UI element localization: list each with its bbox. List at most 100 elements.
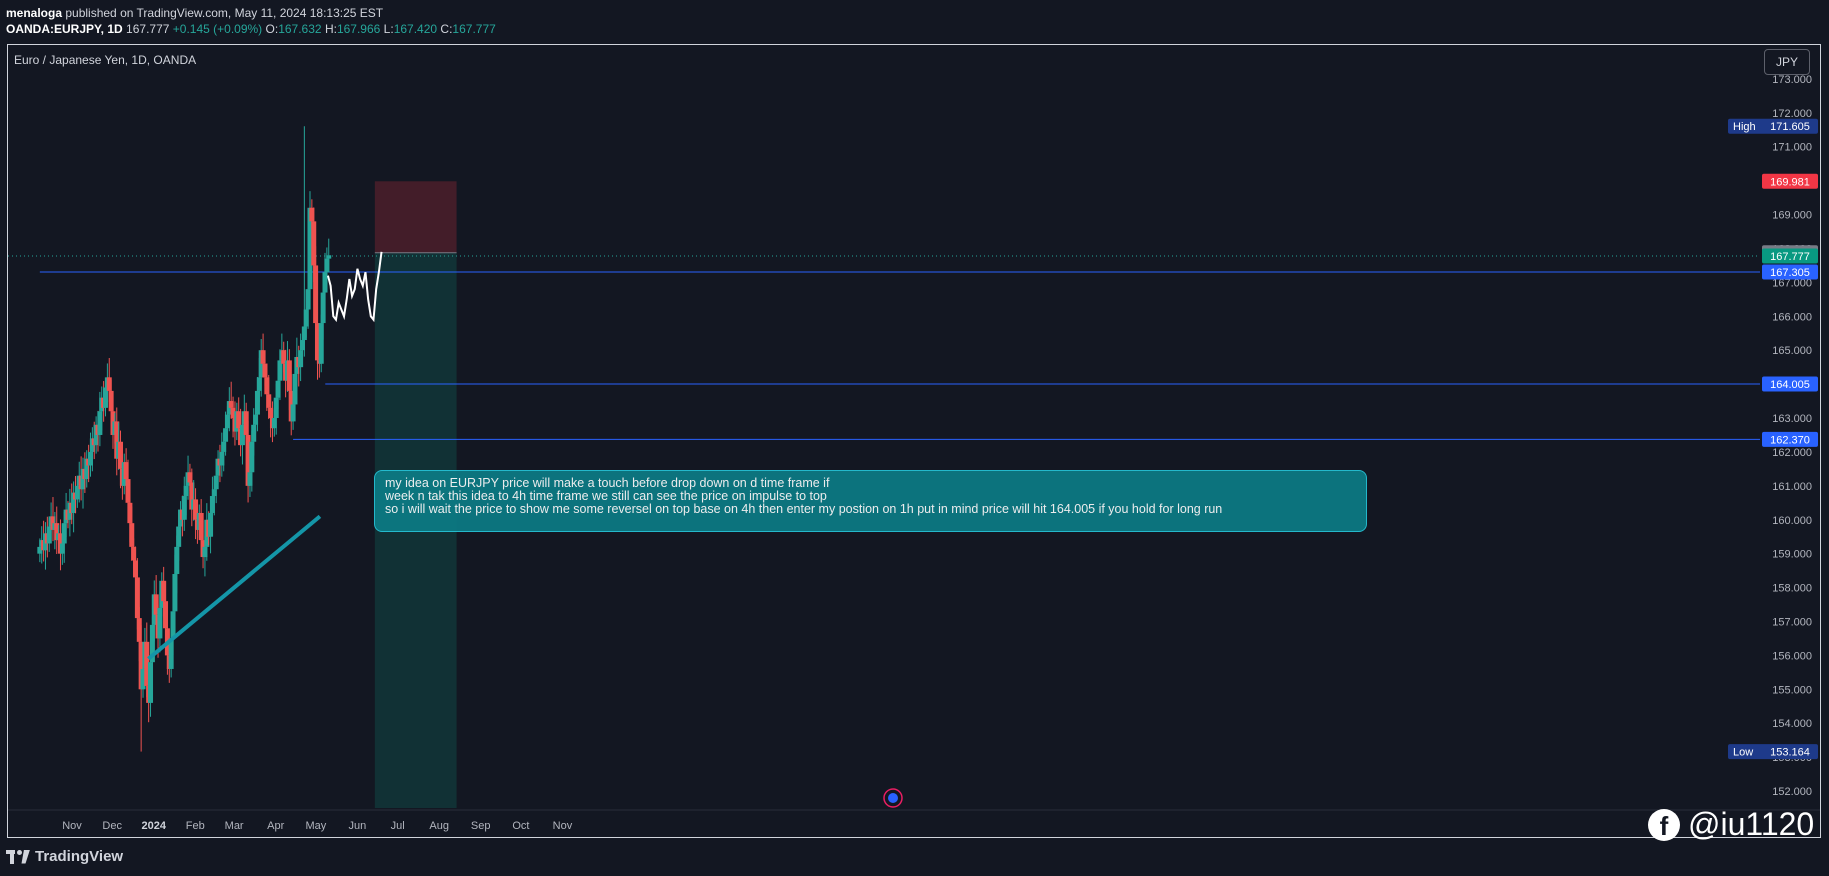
currency-button[interactable]: JPY xyxy=(1764,49,1810,75)
candle-body[interactable] xyxy=(170,611,176,639)
time-axis[interactable] xyxy=(8,810,1820,838)
candle-body[interactable] xyxy=(236,411,242,429)
candle-body[interactable] xyxy=(209,496,215,513)
candle-body[interactable] xyxy=(187,472,193,483)
candle-body[interactable] xyxy=(87,451,93,466)
candle-body[interactable] xyxy=(311,221,317,266)
candle-body[interactable] xyxy=(108,390,114,412)
candle-body[interactable] xyxy=(106,377,112,391)
candle-body[interactable] xyxy=(172,574,178,612)
candle-body[interactable] xyxy=(125,479,131,503)
candle-body[interactable] xyxy=(286,360,292,391)
candle-body[interactable] xyxy=(71,492,77,513)
price-axis[interactable] xyxy=(1760,45,1820,810)
candle-body[interactable] xyxy=(314,323,320,361)
author-name[interactable]: menaloga xyxy=(6,6,63,20)
candle-body[interactable] xyxy=(153,594,159,615)
candle-body[interactable] xyxy=(243,411,249,435)
candle-body[interactable] xyxy=(208,512,214,537)
candle-body[interactable] xyxy=(230,407,236,419)
candle-body[interactable] xyxy=(174,546,180,575)
candle-body[interactable] xyxy=(37,546,43,554)
candle-body[interactable] xyxy=(118,441,124,469)
candle-body[interactable] xyxy=(140,668,146,690)
candle-body[interactable] xyxy=(144,641,150,686)
candle-body[interactable] xyxy=(181,496,187,520)
candle-body[interactable] xyxy=(221,441,227,452)
candle-body[interactable] xyxy=(168,638,174,669)
candle-body[interactable] xyxy=(320,292,326,324)
candle-body[interactable] xyxy=(322,272,328,293)
candle-body[interactable] xyxy=(224,414,230,429)
candle-body[interactable] xyxy=(136,618,142,642)
candle-body[interactable] xyxy=(254,390,260,415)
candle-body[interactable] xyxy=(228,401,234,408)
candle-body[interactable] xyxy=(193,499,199,520)
candle-body[interactable] xyxy=(277,360,283,381)
candle-body[interactable] xyxy=(275,380,281,398)
candle-body[interactable] xyxy=(262,363,268,378)
candle-body[interactable] xyxy=(129,523,135,547)
candle-body[interactable] xyxy=(256,377,262,391)
candle-body[interactable] xyxy=(157,607,163,639)
candle-body[interactable] xyxy=(176,526,182,547)
candle-body[interactable] xyxy=(114,421,120,459)
candle-body[interactable] xyxy=(324,258,330,273)
candle-body[interactable] xyxy=(298,350,304,368)
candle-body[interactable] xyxy=(326,255,332,259)
candle-body[interactable] xyxy=(290,404,296,422)
stop-loss-zone[interactable] xyxy=(374,181,457,253)
candle-body[interactable] xyxy=(127,502,133,524)
candle-body[interactable] xyxy=(313,265,319,324)
candle-body[interactable] xyxy=(61,523,67,544)
candle-body[interactable] xyxy=(123,462,129,480)
candle-body[interactable] xyxy=(271,418,277,429)
candle-body[interactable] xyxy=(138,641,144,690)
candle-body[interactable] xyxy=(202,546,208,558)
projected-path-line[interactable] xyxy=(326,251,383,323)
candle-body[interactable] xyxy=(46,526,52,544)
candle-body[interactable] xyxy=(149,624,155,663)
candle-body[interactable] xyxy=(131,546,137,561)
candle-body[interactable] xyxy=(215,458,221,476)
candle-body[interactable] xyxy=(103,387,108,408)
candle-body[interactable] xyxy=(54,523,60,541)
candle-body[interactable] xyxy=(247,472,253,486)
candle-body[interactable] xyxy=(245,434,251,486)
candle-body[interactable] xyxy=(161,580,167,602)
candle-body[interactable] xyxy=(133,560,139,578)
candle-body[interactable] xyxy=(307,207,313,290)
plot-area[interactable] xyxy=(8,45,1760,810)
candle-body[interactable] xyxy=(260,350,266,364)
candle-body[interactable] xyxy=(264,377,270,395)
candle-body[interactable] xyxy=(266,394,272,408)
candle-body[interactable] xyxy=(211,489,217,497)
candle-body[interactable] xyxy=(134,577,140,619)
callout-trendline[interactable] xyxy=(147,514,322,661)
tradingview-logo[interactable]: TradingView xyxy=(6,848,123,865)
candle-body[interactable] xyxy=(281,350,287,364)
candle-body[interactable] xyxy=(213,475,219,490)
candle-body[interactable] xyxy=(309,207,315,222)
candle-body[interactable] xyxy=(303,309,309,327)
candle-body[interactable] xyxy=(223,428,229,442)
candle-body[interactable] xyxy=(183,485,189,497)
candle-body[interactable] xyxy=(198,512,204,541)
candle-body[interactable] xyxy=(97,411,103,435)
candle-body[interactable] xyxy=(301,326,307,341)
candle-body[interactable] xyxy=(268,407,274,419)
idea-note[interactable]: my idea on EURJPY price will make a touc… xyxy=(374,470,1367,532)
candle-body[interactable] xyxy=(219,451,225,466)
candle-body[interactable] xyxy=(305,289,311,310)
candle-body[interactable] xyxy=(299,340,305,351)
candle-body[interactable] xyxy=(189,482,195,510)
candle-body[interactable] xyxy=(292,373,298,405)
candle-body[interactable] xyxy=(59,543,65,554)
candle-body[interactable] xyxy=(239,424,245,446)
candle-body[interactable] xyxy=(253,414,259,425)
candle-body[interactable] xyxy=(74,485,80,500)
candle-body[interactable] xyxy=(148,662,154,703)
candle-body[interactable] xyxy=(249,441,255,473)
candle-body[interactable] xyxy=(318,323,324,364)
